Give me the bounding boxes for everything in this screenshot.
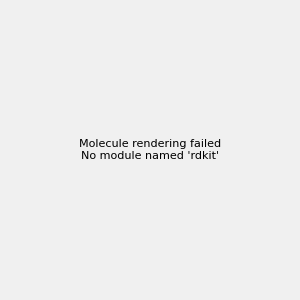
Text: Molecule rendering failed
No module named 'rdkit': Molecule rendering failed No module name…: [79, 139, 221, 161]
